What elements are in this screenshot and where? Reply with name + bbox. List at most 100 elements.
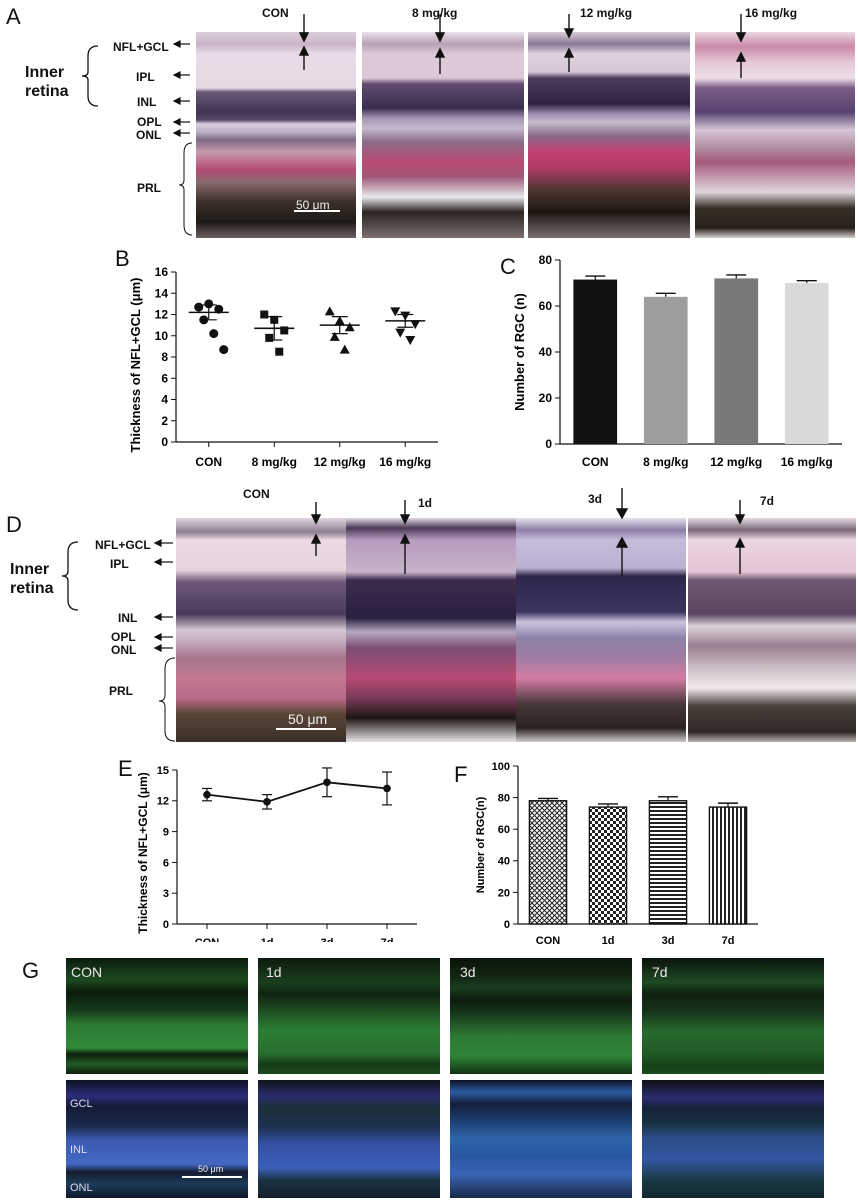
y-tick-label: 14 [155,286,169,300]
histology-d-7d [688,518,856,742]
y-tick-label: 80 [539,253,553,267]
scale-text-a: 50 μm [296,198,330,212]
panel-label-b: B [115,246,130,271]
x-tick-label: CON [536,935,561,947]
x-tick-label: 3d [321,937,334,942]
fluor-green-7d: 7d [642,958,824,1074]
chart-b-scatter: 0 2 4 6 8 10 12 14 16 Thickness of NFL+GCL (μm) CO… [128,265,438,469]
y-tick-label: 6 [161,371,168,385]
layer-a-nflgcl: NFL+GCL [113,40,169,54]
x-tick-label: 16 mg/kg [781,455,833,469]
header-a-8: 8 mg/kg [412,6,458,20]
layer-arrows-a [172,40,193,236]
chart-e-line: 0 3 6 9 12 15 Thickness of NFL+GCL (μm) CON 1d 3d… [136,765,417,942]
data-point [203,790,211,799]
gcl-arrows-d [310,488,746,576]
data-point [194,302,204,312]
fluor-merge-1d [258,1080,440,1198]
data-point [209,329,219,339]
y-tick-label: 60 [498,824,510,836]
y-tick-label: 6 [163,857,169,869]
data-point [214,304,224,314]
y-tick-label: 60 [539,299,553,313]
histology-a-12 [528,32,690,238]
layer-d-inl: INL [118,611,138,625]
y-tick-label: 9 [163,826,169,838]
scale-bar-g [182,1176,242,1178]
layer-d-opl: OPL [111,630,136,644]
layer-arrows-d [153,539,176,742]
layer-a-inl: INL [137,95,157,109]
bar [573,279,618,444]
bar [643,296,688,444]
y-axis-label: Thickness of NFL+GCL (μm) [136,772,150,933]
data-point [204,299,214,309]
layer-d-onl: ONL [111,643,137,657]
bar [528,800,568,925]
bar [784,283,829,444]
y-tick-label: 8 [161,350,168,364]
bar [708,806,748,925]
fluor-green-con: CON [66,958,248,1074]
layer-a-ipl: IPL [136,70,155,84]
layer-a-opl: OPL [137,115,162,129]
y-tick-label: 3 [163,888,169,900]
bar [648,800,688,925]
y-tick-label: 12 [157,796,169,808]
y-tick-label: 15 [157,765,169,777]
fluor-merge-con: GCL INL ONL 50 μm [66,1080,248,1198]
y-tick-label: 12 [155,308,169,322]
y-tick-label: 0 [504,919,510,931]
fluor-label-7d: 7d [652,964,668,980]
gcl-arrows-a [298,14,747,78]
y-tick-label: 20 [539,391,553,405]
x-tick-label: CON [582,455,609,469]
data-point [390,307,401,317]
x-tick-label: 1d [261,937,274,942]
data-point [329,331,340,341]
y-tick-label: 40 [498,856,510,868]
y-tick-label: 40 [539,345,553,359]
histology-a-16 [695,32,855,238]
histology-a-8 [362,32,524,238]
y-tick-label: 0 [163,919,169,931]
x-tick-label: 3d [662,935,675,947]
layer-a-prl: PRL [137,181,161,195]
y-tick-label: 0 [161,435,168,449]
fluor-merge-7d [642,1080,824,1198]
retina-text-d: retina [10,580,54,597]
x-tick-label: 7d [381,937,394,942]
panel-label-e: E [118,756,133,781]
layer-d-prl: PRL [109,684,133,698]
fluor-merge-3d [450,1080,632,1198]
data-point [405,336,416,345]
scale-bar-d [276,728,336,730]
x-tick-label: CON [195,937,220,942]
bar [588,806,628,925]
data-point [410,320,421,330]
x-tick-label: 7d [722,935,735,947]
x-tick-label: 12 mg/kg [710,455,762,469]
data-point [344,322,355,332]
fluor-label-con: CON [71,964,103,980]
data-point [263,798,271,806]
scale-bar-a [294,210,340,212]
inner-retina-label-a: Inner retina [25,63,69,101]
y-tick-label: 20 [498,887,510,899]
data-point [383,784,391,793]
layer-a-onl: ONL [136,128,162,142]
x-tick-label: CON [195,455,222,469]
inner-retina-brace-a [81,45,99,107]
fluor-label-3d: 3d [460,964,476,980]
inner-retina-brace-d [61,541,79,611]
y-tick-label: 0 [545,437,552,451]
histology-d-1d [346,518,516,742]
y-tick-label: 10 [155,329,169,343]
panel-label-g: G [22,958,40,983]
layer-d-ipl: IPL [110,557,129,571]
layer-d-nflgcl: NFL+GCL [95,538,151,552]
y-tick-label: 2 [161,414,168,428]
data-point [323,778,331,787]
data-point [275,347,284,356]
chart-c-bars: 0 20 40 60 80 Number of RGC (n) CON 8 mg/kg 12 m… [512,253,842,469]
